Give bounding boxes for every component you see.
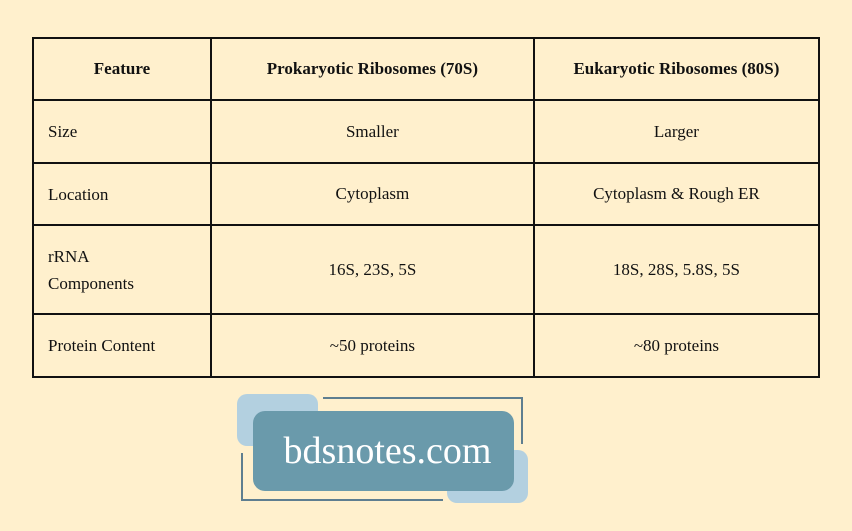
logo-frame-line: [241, 499, 443, 501]
ribosome-comparison-table: Feature Prokaryotic Ribosomes (70S) Euka…: [32, 37, 821, 378]
table-row: Location Cytoplasm Cytoplasm & Rough ER: [32, 162, 821, 226]
cell: Cytoplasm & Rough ER: [532, 162, 821, 226]
cell: Larger: [532, 99, 821, 164]
cell: ~50 proteins: [209, 313, 535, 378]
table-row: rRNA Components 16S, 23S, 5S 18S, 28S, 5…: [32, 224, 821, 315]
row-label: Size: [32, 99, 212, 164]
table-row: Protein Content ~50 proteins ~80 protein…: [32, 313, 821, 378]
cell: Cytoplasm: [209, 162, 535, 226]
cell: 16S, 23S, 5S: [209, 224, 535, 315]
cell: Smaller: [209, 99, 535, 164]
row-label: Protein Content: [32, 313, 212, 378]
header-prokaryotic: Prokaryotic Ribosomes (70S): [209, 37, 535, 101]
header-row: Feature Prokaryotic Ribosomes (70S) Euka…: [32, 37, 821, 101]
row-label: Location: [32, 162, 212, 226]
logo-frame-line: [241, 453, 243, 501]
cell: ~80 proteins: [532, 313, 821, 378]
logo-text: bdsnotes.com: [253, 411, 514, 491]
table-row: Size Smaller Larger: [32, 99, 821, 164]
header-feature: Feature: [32, 37, 212, 101]
row-label: rRNA Components: [32, 224, 212, 315]
logo-frame-line: [521, 397, 523, 444]
header-eukaryotic: Eukaryotic Ribosomes (80S): [532, 37, 821, 101]
cell: 18S, 28S, 5.8S, 5S: [532, 224, 821, 315]
logo-frame-line: [323, 397, 523, 399]
